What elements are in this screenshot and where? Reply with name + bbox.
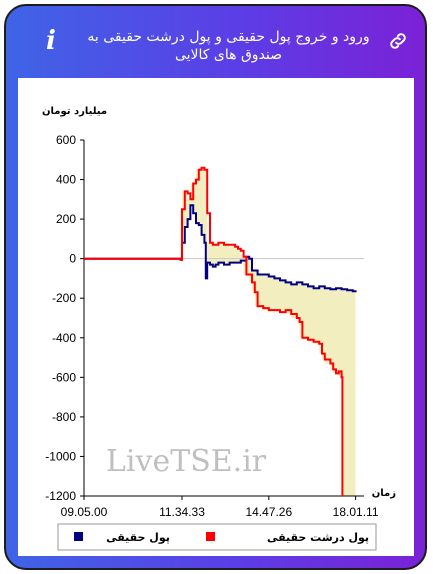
y-tick-label: 200 [56, 212, 76, 226]
y-tick-label: -1000 [45, 449, 76, 463]
y-axis-label: میلیارد تومان [42, 106, 107, 117]
x-tick-label: 18.01.11 [333, 505, 379, 519]
x-tick-label: 09.05.00 [61, 505, 108, 519]
y-tick-label: -400 [52, 331, 76, 345]
axes-layer: 600 400 200 0 -200 -400 -600 -800 -1000 -1200 09.0… [45, 133, 379, 519]
chart-card: i ورود و خروج پول حقیقی و پول درشت حقیقی… [4, 4, 427, 570]
y-tick-label: -800 [52, 410, 76, 424]
y-tick-label: 400 [56, 173, 76, 187]
link-icon[interactable] [387, 30, 409, 52]
fill-layer [84, 167, 356, 496]
series-line-large-real-money [84, 166, 344, 496]
legend: پول حقیقی پول درشت حقیقی [57, 523, 377, 551]
y-tick-label: 600 [56, 133, 76, 147]
x-axis-label: زمان [372, 488, 396, 499]
card-header: i ورود و خروج پول حقیقی و پول درشت حقیقی… [6, 6, 425, 78]
y-tick-label: -1200 [45, 489, 76, 503]
y-tick-label: -200 [52, 291, 76, 305]
x-tick-label: 11.34.33 [159, 505, 205, 519]
series-layer [84, 166, 357, 496]
x-tick-label: 14.47.26 [245, 505, 292, 519]
between-series-fill [84, 167, 356, 496]
y-tick-label: 0 [69, 252, 76, 266]
legend-swatch [206, 532, 215, 541]
legend-box [57, 523, 377, 551]
watermark: LiveTSE.ir [106, 444, 267, 479]
chart-panel: میلیارد تومان زمان LiveTSE.ir 600 400 200 0… [18, 78, 414, 556]
info-icon[interactable]: i [46, 26, 56, 56]
y-tick-label: -600 [52, 370, 76, 384]
legend-label: پول درشت حقیقی [267, 531, 369, 544]
chart-title: ورود و خروج پول حقیقی و پول درشت حقیقی ب… [87, 29, 370, 63]
chart-svg: میلیارد تومان زمان LiveTSE.ir 600 400 200 0… [42, 106, 396, 551]
legend-label: پول حقیقی [106, 531, 170, 544]
legend-swatch [74, 532, 83, 541]
